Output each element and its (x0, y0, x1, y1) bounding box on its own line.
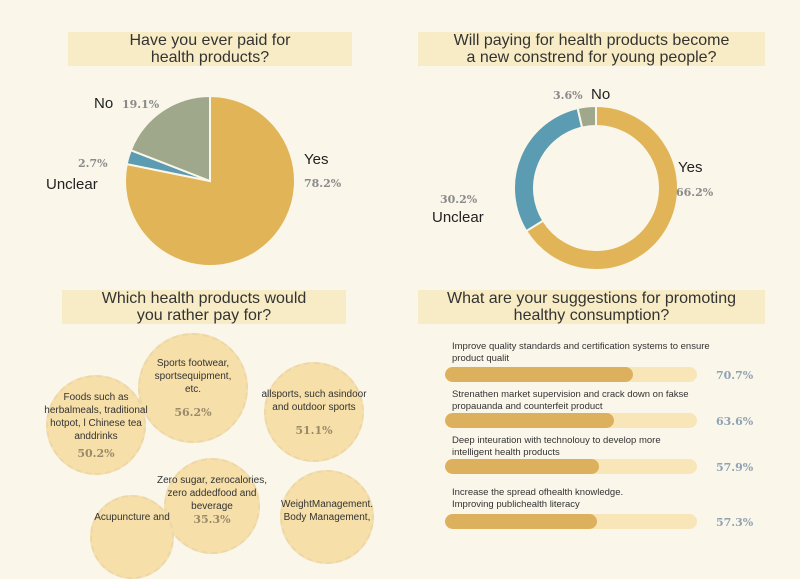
bubble-label: Acupuncture and (94, 512, 170, 523)
pie1-label-no: No (94, 95, 114, 112)
pie1-value-yes: 78.2% (304, 177, 342, 190)
suggestion-label-4: Increase the spread ofhealth knowledge. … (452, 487, 624, 510)
bubble-zero-sugar: Zero sugar, zerocalories, zero addedfood… (157, 458, 267, 554)
bar-value-1: 70.7% (716, 369, 754, 382)
title-line: healthy consumption? (513, 307, 670, 324)
bubble-value: 56.2% (174, 406, 212, 419)
bubble-weight-management: WeightManagement. Body Management, (280, 470, 374, 564)
suggestion-label-1: Improve quality standards and certificat… (452, 341, 710, 364)
title-line: Have you ever paid for (129, 32, 291, 49)
pie2-slice-no (576, 104, 597, 129)
bar-track-1 (445, 367, 697, 382)
bubble-allsports: allsports, such asindoor and outdoor spo… (261, 362, 367, 462)
pie2-slice-unclear (513, 106, 584, 233)
bar-fill-2 (445, 413, 614, 428)
bubble-label: Zero sugar, zerocalories, zero addedfood… (156, 475, 268, 512)
suggestion-label-3: Deep inteuration with technolouy to deve… (452, 435, 661, 458)
bubble-sports-footwear: Sports footwear, sportsequipment, etc. 56… (138, 333, 248, 443)
pie2-label-unclear: Unclear (432, 209, 484, 226)
bubble-value: 51.1% (295, 423, 333, 437)
title-line: a new constrend for young people? (466, 49, 717, 66)
bar-value-3: 57.9% (716, 461, 754, 474)
pie2-value-no: 3.6% (553, 89, 583, 102)
pie1-value-no: 19.1% (122, 98, 160, 111)
pie1-slice-no (129, 94, 211, 183)
pie2-slice-yes (524, 104, 679, 271)
title-q3: Which health products would you rather pa… (62, 290, 346, 324)
pie1-value-unclear: 2.7% (78, 157, 108, 170)
bubble-acupuncture: Acupuncture and (90, 495, 174, 579)
bar-value-4: 57.3% (716, 516, 754, 529)
bubble-label: WeightManagement. Body Management, (280, 499, 374, 523)
title-q1: Have you ever paid for health products? (68, 32, 352, 66)
pie2-value-yes: 66.2% (676, 186, 714, 199)
bubble-label: Sports footwear, sportsequipment, etc. (154, 358, 232, 395)
bubble-value: 35.3% (193, 513, 231, 526)
title-q4: What are your suggestions for promoting h… (418, 290, 765, 324)
pie1-label-yes: Yes (304, 151, 329, 168)
pie2-label-no: No (591, 86, 611, 103)
bubble-label: Foods such as herbalmeals, traditional h… (44, 391, 148, 442)
bar-fill-1 (445, 367, 633, 382)
bar-fill-4 (445, 514, 597, 529)
bar-track-2 (445, 413, 697, 428)
bubble-label: allsports, such asindoor and outdoor spo… (261, 388, 367, 413)
bar-fill-3 (445, 459, 599, 474)
bar-track-3 (445, 459, 697, 474)
title-line: you rather pay for? (136, 307, 272, 324)
pie1-label-unclear: Unclear (46, 176, 98, 193)
bubble-value: 50.2% (77, 446, 115, 460)
bar-value-2: 63.6% (716, 415, 754, 428)
bubble-foods: Foods such as herbalmeals, traditional h… (44, 375, 148, 475)
pie2-value-unclear: 30.2% (440, 193, 478, 206)
title-line: Which health products would (101, 290, 307, 307)
title-line: What are your suggestions for promoting (446, 290, 737, 307)
suggestion-label-2: Strenathen market supervision and crack … (452, 389, 689, 412)
title-line: Will paying for health products become (453, 32, 730, 49)
pie2-label-yes: Yes (678, 159, 703, 176)
pie-charts (124, 94, 679, 271)
title-q2: Will paying for health products become a … (418, 32, 765, 66)
title-line: health products? (150, 49, 270, 66)
bar-track-4 (445, 514, 697, 529)
pie1-slice-yes (124, 94, 296, 267)
